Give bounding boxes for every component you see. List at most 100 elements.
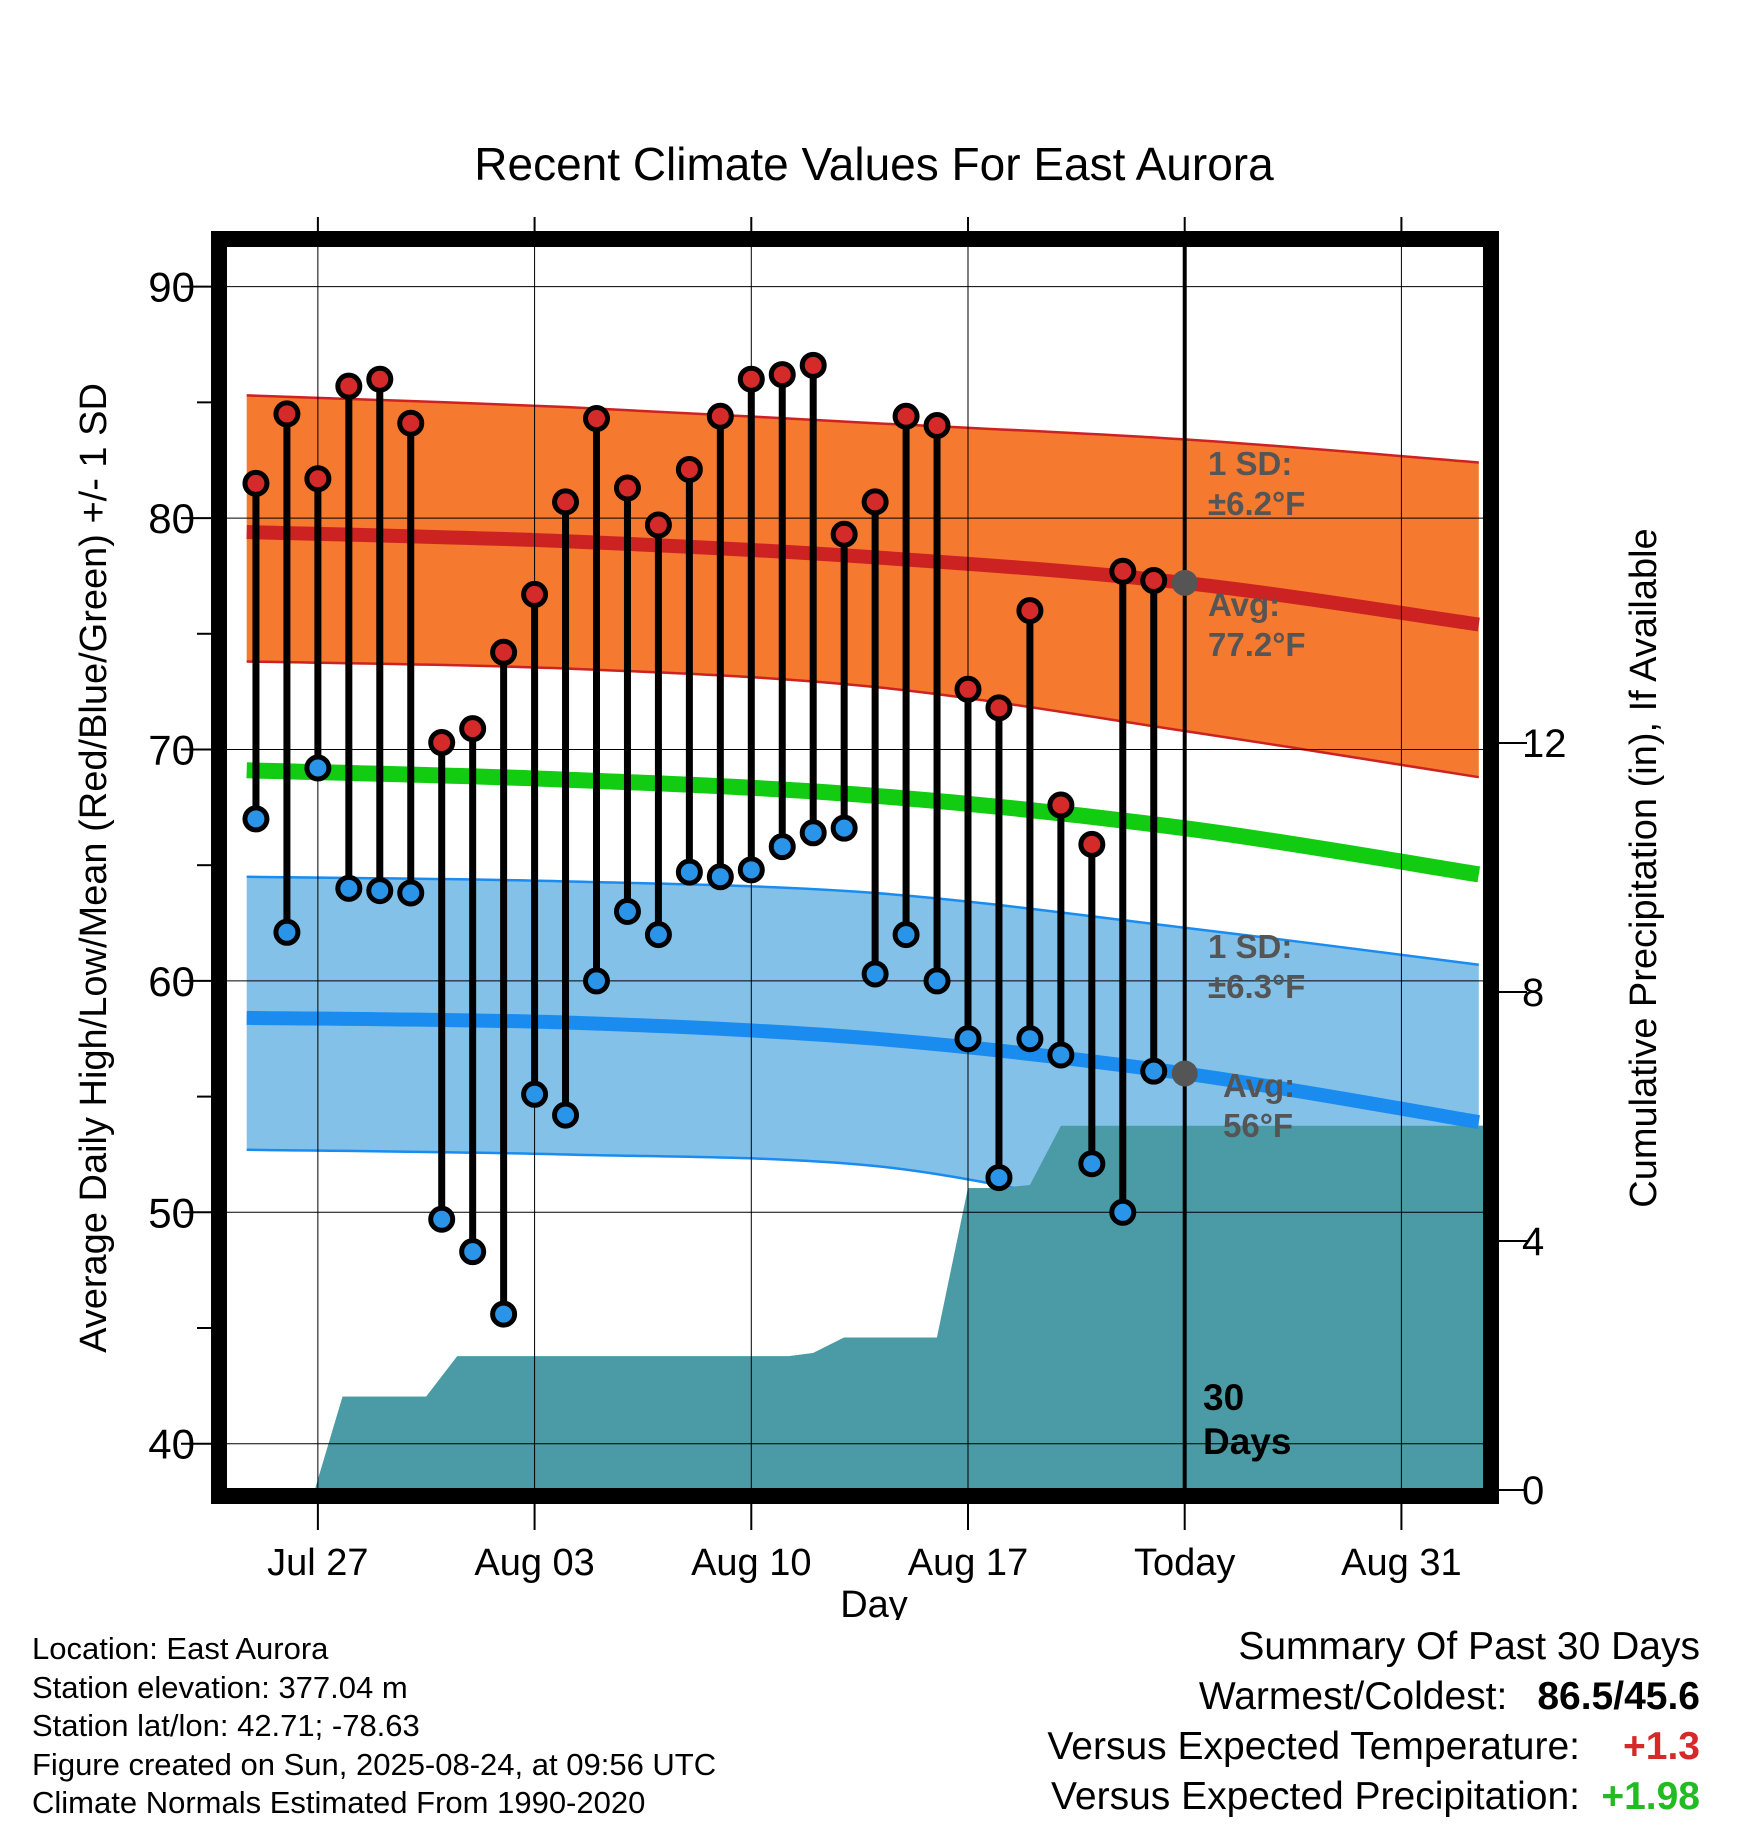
chart-title: Recent Climate Values For East Aurora: [474, 138, 1274, 190]
daily-low-point: [613, 897, 641, 925]
daily-low-point: [242, 805, 270, 833]
daily-high-point: [552, 488, 580, 516]
daily-high-point: [490, 638, 518, 666]
avg-mean-line: [246, 762, 1481, 883]
precip-value: +1.98: [1601, 1775, 1700, 1818]
summary-temp: Versus Expected Temperature: +1.3: [1047, 1722, 1700, 1772]
daily-high-point: [1047, 791, 1075, 819]
daily-low-point: [490, 1300, 518, 1328]
daily-high-point: [1078, 830, 1106, 858]
daily-high-point: [397, 409, 425, 437]
daily-low-point: [582, 967, 610, 995]
daily-high-point: [706, 402, 734, 430]
daily-high-point: [335, 372, 363, 400]
daily-high-point: [737, 365, 765, 393]
x-tick-label: Aug 31: [1341, 1542, 1461, 1584]
today-avg-high-marker: [1171, 569, 1198, 596]
latlon-text: Station lat/lon: 42.71; -78.63: [32, 1708, 420, 1743]
created-text: Figure created on Sun, 2025-08-24, at 09…: [32, 1746, 717, 1782]
high-avg-annotation: Avg:: [1208, 586, 1280, 623]
daily-high-point: [675, 455, 703, 483]
daily-low-point: [1078, 1150, 1106, 1178]
station-metadata: Location: East Aurora Station elevation:…: [32, 1630, 716, 1823]
y-axis-label: Average Daily High/Low/Mean (Red/Blue/Gr…: [73, 383, 115, 1353]
daily-low-point: [644, 921, 672, 949]
daily-low-point: [799, 819, 827, 847]
daily-low-point: [923, 967, 951, 995]
x-axis-label: Day: [840, 1584, 908, 1620]
daily-low-point: [1016, 1025, 1044, 1053]
daily-low-point: [675, 858, 703, 886]
x-tick-label: Aug 17: [908, 1542, 1028, 1584]
high-sd-annotation: ±6.2°F: [1208, 485, 1305, 522]
daily-low-point: [737, 856, 765, 884]
y-tick-label: 90: [148, 264, 195, 311]
daily-high-point: [613, 474, 641, 502]
daily-high-point: [644, 511, 672, 539]
daily-low-point: [768, 833, 796, 861]
daily-high-point: [768, 361, 796, 389]
y2-tick-label: 4: [1522, 1220, 1544, 1264]
daily-low-point: [861, 960, 889, 988]
low-avg-annotation: 56°F: [1223, 1107, 1293, 1144]
precipitation-area-top: [314, 1125, 1485, 1490]
x-tick-label: Aug 03: [474, 1542, 594, 1584]
daily-low-point: [397, 879, 425, 907]
precip-label: Versus Expected Precipitation:: [1051, 1775, 1580, 1818]
x-tick-label: Aug 10: [691, 1542, 811, 1584]
elevation-text: Station elevation: 377.04 m: [32, 1669, 408, 1705]
daily-high-point: [954, 675, 982, 703]
y-tick-label: 80: [148, 495, 195, 542]
daily-high-point: [985, 694, 1013, 722]
y-tick-label: 40: [148, 1421, 195, 1468]
y-tick-label: 60: [148, 958, 195, 1005]
location-text: Location: East Aurora: [32, 1631, 329, 1666]
y-tick-label: 70: [148, 726, 195, 773]
x-tick-label: Jul 27: [267, 1542, 368, 1584]
daily-high-point: [830, 520, 858, 548]
warm-cold-label: Warmest/Coldest:: [1198, 1675, 1508, 1718]
daily-low-point: [706, 863, 734, 891]
climate-chart: Recent Climate Values For East Aurora 1 …: [73, 138, 1665, 1620]
daily-low-point: [954, 1025, 982, 1053]
daily-low-point: [335, 874, 363, 902]
daily-low-point: [428, 1205, 456, 1233]
today-days-label: 30: [1203, 1377, 1244, 1418]
summary-warm-cold: Warmest/Coldest: 86.5/45.6: [1047, 1672, 1700, 1722]
summary-precip: Versus Expected Precipitation: +1.98: [1047, 1772, 1700, 1822]
daily-high-point: [521, 580, 549, 608]
daily-low-point: [552, 1101, 580, 1129]
daily-low-point: [985, 1164, 1013, 1192]
daily-high-point: [923, 412, 951, 440]
low-sd-annotation: 1 SD:: [1208, 928, 1292, 965]
daily-low-point: [1109, 1198, 1137, 1226]
high-sd-band-upper-edge: [246, 394, 1479, 464]
daily-high-point: [799, 351, 827, 379]
high-sd-band-fill: [246, 395, 1479, 778]
warm-cold-value: 86.5/45.6: [1537, 1675, 1700, 1718]
plot-frame: [211, 231, 1499, 1504]
y-tick-label: 50: [148, 1189, 195, 1236]
daily-high-point: [1016, 597, 1044, 625]
daily-high-point: [459, 715, 487, 743]
high-sd-annotation: 1 SD:: [1208, 445, 1292, 482]
avg-low-line: [246, 1010, 1480, 1130]
daily-low-point: [830, 814, 858, 842]
daily-low-point: [366, 877, 394, 905]
daily-low-point: [1047, 1041, 1075, 1069]
daily-high-point: [892, 402, 920, 430]
temp-value: +1.3: [1623, 1725, 1700, 1768]
y2-axis-label: Cumulative Precipitation (in), If Availa…: [1623, 528, 1665, 1207]
today-avg-low-marker: [1171, 1060, 1198, 1087]
y2-tick-label: 8: [1522, 971, 1544, 1015]
summary-panel: Summary Of Past 30 Days Warmest/Coldest:…: [1047, 1622, 1700, 1822]
daily-low-point: [304, 754, 332, 782]
daily-low-point: [1140, 1057, 1168, 1085]
daily-high-point: [273, 400, 301, 428]
daily-high-point: [1140, 567, 1168, 595]
summary-title: Summary Of Past 30 Days: [1238, 1625, 1700, 1668]
daily-high-point: [861, 488, 889, 516]
temp-label: Versus Expected Temperature:: [1047, 1725, 1580, 1768]
high-avg-annotation: 77.2°F: [1208, 626, 1306, 663]
